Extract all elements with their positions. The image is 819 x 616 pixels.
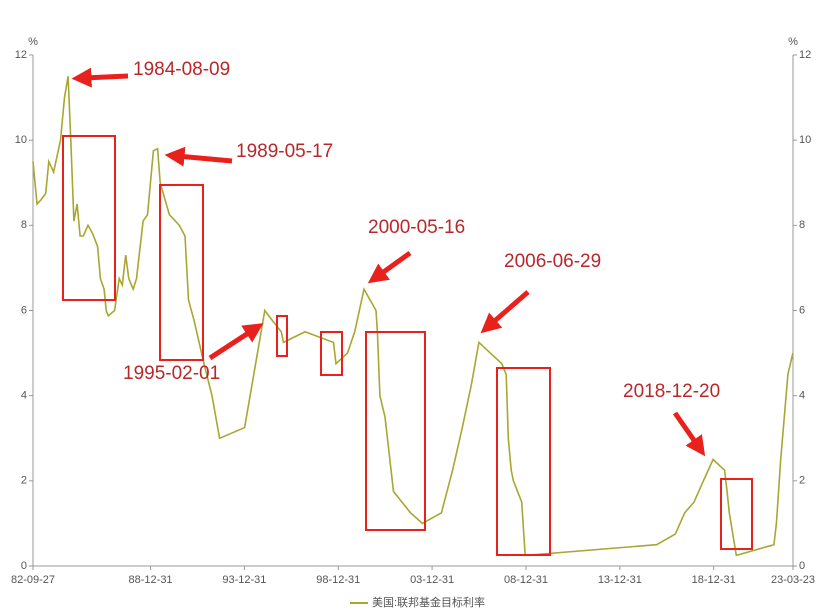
legend-label: 美国:联邦基金目标利率 [372,595,485,609]
data-line [32,76,794,557]
y2-unit: % [788,36,798,48]
annotation: 2018-12-20 [623,381,720,402]
arrow [672,411,706,457]
x-tick-label: 18-12-31 [692,574,736,586]
y-tick-label: 10 [15,134,27,146]
arrows [71,67,706,457]
highlight-box [496,367,551,556]
annotation: 2006-06-29 [504,251,601,272]
y2-tick-label: 2 [799,475,805,487]
x-tick-label: 88-12-31 [129,574,173,586]
arrow [71,67,129,88]
highlight-box [62,135,116,301]
x-tick-label: 23-03-23 [771,574,815,586]
highlight-box [365,331,426,531]
arrow [367,250,412,284]
arrow [164,146,233,167]
x-tick-label: 93-12-31 [222,574,266,586]
y2-tick-label: 6 [799,304,805,316]
x-tick-label: 08-12-31 [504,574,548,586]
y2-tick-label: 8 [799,219,805,231]
x-tick-label: 98-12-31 [316,574,360,586]
y2-tick-label: 12 [799,49,811,61]
x-tick-label: 82-09-27 [11,574,55,586]
y-tick-label: 0 [21,560,27,572]
highlight-box [276,315,288,357]
highlight-box [320,331,343,376]
y-tick-label: 2 [21,475,27,487]
arrow [480,290,530,334]
y2-tick-label: 10 [799,134,811,146]
y2-tick-label: 0 [799,560,805,572]
highlight-boxes [62,135,753,556]
annotation: 1989-05-17 [236,141,333,162]
x-tick-label: 13-12-31 [598,574,642,586]
annotation: 2000-05-16 [368,217,465,238]
y-tick-label: 12 [15,49,27,61]
annotation: 1995-02-01 [123,363,220,384]
highlight-box [720,478,753,550]
x-tick-label: 03-12-31 [410,574,454,586]
arrow [208,323,264,361]
y-tick-label: 6 [21,304,27,316]
y-tick-label: 4 [21,390,27,402]
annotation: 1984-08-09 [133,59,230,80]
y-unit: % [28,36,38,48]
highlight-box [159,184,204,361]
y2-tick-label: 4 [799,390,805,402]
y-tick-label: 8 [21,219,27,231]
